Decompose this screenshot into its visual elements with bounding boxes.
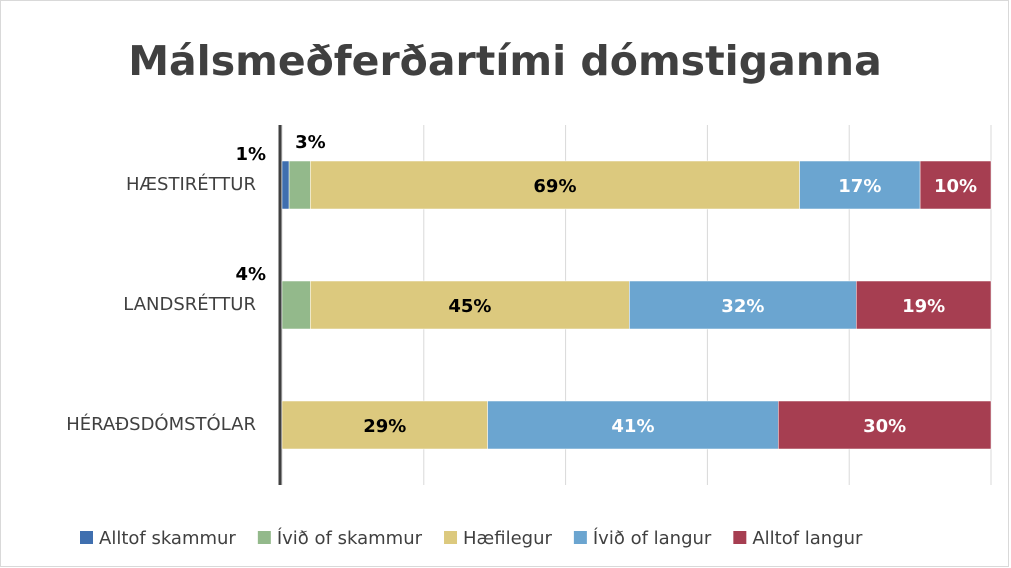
data-label: 32% — [721, 296, 764, 317]
chart-title: Málsmeðferðartími dómstiganna — [128, 37, 882, 85]
data-label: 30% — [863, 416, 906, 437]
legend-label: Ívið of skammur — [277, 527, 423, 549]
data-label: 17% — [838, 176, 881, 197]
y-tick-label: HÆSTIRÉTTUR — [126, 173, 256, 195]
bar-segment — [856, 280, 992, 330]
legend-swatch — [80, 531, 93, 544]
data-label: 10% — [934, 176, 977, 197]
bar-segment — [799, 160, 921, 210]
data-label: 41% — [611, 416, 654, 437]
legend-label: Ívið of langur — [593, 527, 712, 549]
y-tick-label: LANDSRÉTTUR — [123, 293, 256, 315]
legend-swatch — [573, 531, 587, 544]
data-label: 1% — [235, 144, 266, 165]
bar-segment — [281, 400, 488, 450]
bar-segment — [310, 280, 630, 330]
legend-swatch — [257, 531, 271, 544]
bar-segment — [281, 280, 311, 330]
legend-label: Alltof langur — [752, 528, 863, 549]
data-label: 3% — [295, 132, 326, 153]
bar-segment — [487, 400, 779, 450]
y-tick-label: HÉRAÐSDÓMSTÓLAR — [66, 413, 256, 435]
data-label: 45% — [448, 296, 491, 317]
bar-segment — [778, 400, 992, 450]
legend-label: Hæfilegur — [463, 528, 552, 549]
data-label: 69% — [533, 176, 576, 197]
bar-segment — [629, 280, 857, 330]
data-label: 29% — [363, 416, 406, 437]
legend-label: Alltof skammur — [99, 528, 236, 549]
legend-swatch — [733, 531, 747, 544]
bar-segment — [919, 160, 992, 210]
data-label: 4% — [235, 264, 266, 285]
bar-segment — [288, 160, 311, 210]
data-label: 19% — [902, 296, 945, 317]
bar-segment — [281, 160, 290, 210]
legend-swatch — [444, 531, 458, 544]
